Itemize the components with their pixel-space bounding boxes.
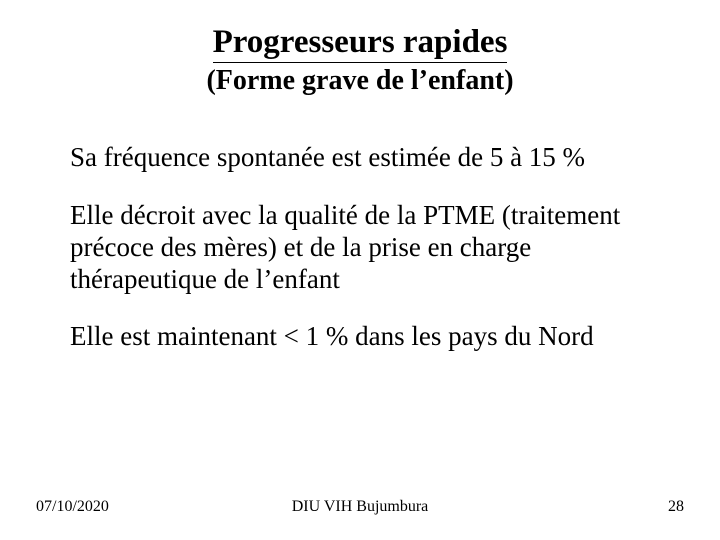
- title-block: Progresseurs rapides (Forme grave de l’e…: [0, 24, 720, 97]
- body-text: Sa fréquence spontanée est estimée de 5 …: [70, 142, 650, 379]
- paragraph: Sa fréquence spontanée est estimée de 5 …: [70, 142, 650, 174]
- slide-title-main: Progresseurs rapides: [213, 24, 508, 63]
- slide-title-sub: (Forme grave de l’enfant): [0, 65, 720, 97]
- paragraph: Elle est maintenant < 1 % dans les pays …: [70, 321, 650, 353]
- footer-page-number: 28: [668, 498, 684, 516]
- paragraph: Elle décroit avec la qualité de la PTME …: [70, 200, 650, 296]
- footer-center: DIU VIH Bujumbura: [0, 498, 720, 516]
- slide: Progresseurs rapides (Forme grave de l’e…: [0, 0, 720, 540]
